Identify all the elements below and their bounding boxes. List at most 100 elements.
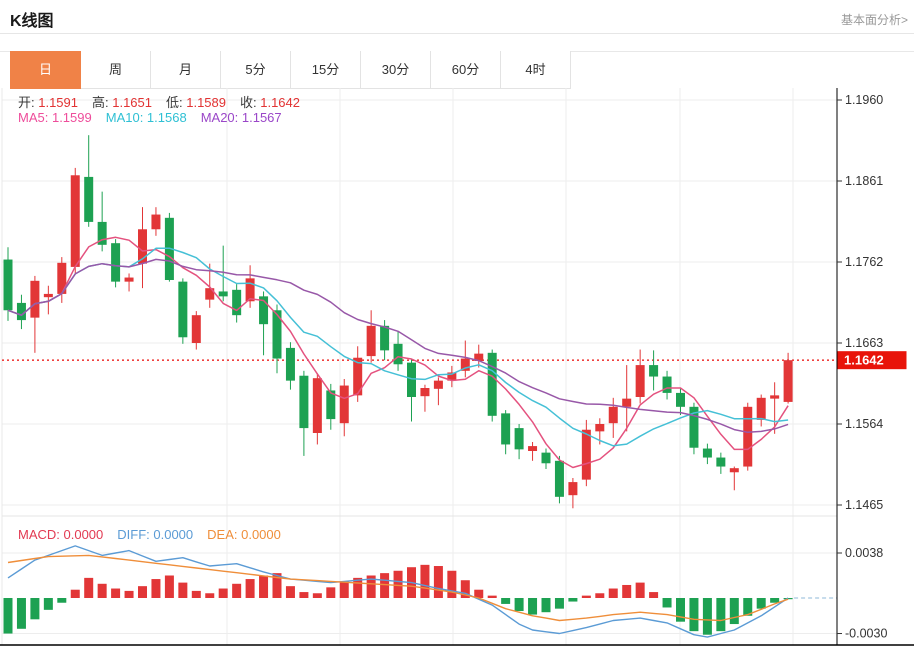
macd-bar: [111, 588, 121, 598]
legend-item: MA5: 1.1599: [18, 110, 92, 125]
macd-bar: [393, 570, 403, 598]
axis-label: 1.1663: [845, 336, 883, 350]
axis-label: -0.0030: [845, 627, 887, 641]
candle-body: [3, 259, 13, 311]
candle-body: [407, 362, 416, 397]
candle-body: [43, 293, 53, 298]
candle-body: [111, 243, 121, 282]
macd-diff-line: [7, 545, 789, 638]
candle-body: [595, 424, 605, 432]
candle-body: [528, 446, 538, 451]
macd-bar: [635, 582, 645, 598]
legend-item: 收: 1.1642: [240, 95, 300, 110]
macd-bar: [339, 581, 349, 598]
macd-bar: [312, 593, 322, 598]
candle-body: [622, 398, 632, 407]
fundamental-analysis-link[interactable]: 基本面分析>: [840, 13, 908, 27]
candle-body: [299, 375, 309, 429]
page-title: K线图: [10, 13, 54, 30]
macd-bar: [501, 598, 511, 604]
candle-body: [16, 302, 26, 321]
candle-body: [326, 390, 336, 420]
candle-body: [245, 278, 255, 302]
macd-bar: [595, 593, 605, 598]
macd-bar: [245, 579, 255, 598]
candle-body: [783, 360, 793, 402]
candle-body: [84, 176, 94, 222]
axis-label: 0.0038: [845, 546, 883, 560]
macd-bar: [662, 598, 672, 608]
macd-bar: [729, 598, 739, 625]
axis-label: 1.1465: [845, 498, 883, 512]
candle-body: [205, 288, 215, 300]
macd-bar: [353, 577, 363, 598]
legend-item: 高: 1.1651: [92, 95, 152, 110]
candle-body: [770, 395, 780, 399]
candle-body: [662, 376, 672, 393]
macd-bar: [151, 579, 161, 598]
tab-interval-5[interactable]: 30分: [361, 51, 431, 89]
candle-body: [541, 452, 551, 464]
ma-legend: MA5: 1.1599 MA10: 1.1568 MA20: 1.1567: [18, 110, 296, 125]
last-price-tag-label: 1.1642: [844, 353, 884, 368]
macd-bar: [433, 566, 443, 598]
macd-bar: [3, 598, 13, 634]
candle-body: [608, 406, 618, 424]
candle-body: [501, 413, 511, 445]
legend-item: 低: 1.1589: [166, 95, 226, 110]
macd-bar: [84, 577, 94, 598]
candle-body: [568, 482, 578, 496]
macd-bar: [770, 598, 780, 603]
macd-bar: [689, 598, 699, 632]
candle-body: [420, 388, 430, 397]
macd-bar: [16, 598, 26, 629]
macd-bar: [124, 590, 134, 598]
axis-label: 1.1861: [845, 174, 883, 188]
macd-bar: [43, 598, 53, 610]
candle-body: [259, 296, 269, 325]
widget-header: K线图 基本面分析>: [0, 0, 914, 34]
legend-item: MA10: 1.1568: [105, 110, 187, 125]
candle-body: [232, 289, 242, 316]
candle-body: [380, 325, 390, 351]
macd-bar: [676, 598, 685, 622]
candle-body: [676, 392, 685, 407]
candle-body: [124, 277, 134, 282]
candle-body: [138, 229, 147, 264]
legend-item: 开: 1.1591: [18, 95, 78, 110]
tab-interval-3[interactable]: 5分: [221, 51, 291, 89]
candle-body: [581, 429, 591, 480]
candle-body: [729, 468, 739, 473]
candle-body: [218, 291, 228, 297]
candle-body: [339, 385, 349, 424]
macd-bar: [259, 575, 269, 598]
tab-interval-7[interactable]: 4时: [501, 51, 571, 89]
candle-body: [447, 372, 457, 381]
tab-interval-0[interactable]: 日: [10, 51, 81, 89]
macd-bar: [743, 598, 753, 616]
macd-bar: [366, 575, 376, 598]
candle-body: [393, 343, 403, 365]
macd-bar: [30, 598, 40, 620]
candle-body: [97, 221, 107, 245]
tab-interval-6[interactable]: 60分: [431, 51, 501, 89]
macd-bar: [191, 590, 201, 598]
candle-body: [151, 214, 161, 230]
macd-bar: [138, 586, 147, 598]
macd-legend: MACD: 0.0000 DIFF: 0.0000 DEA: 0.0000: [18, 527, 295, 542]
macd-bar: [622, 584, 632, 598]
macd-bar: [272, 573, 282, 598]
tab-interval-2[interactable]: 月: [151, 51, 221, 89]
ma20-line: [7, 258, 789, 434]
candle-body: [702, 448, 712, 458]
legend-item: MACD: 0.0000: [18, 527, 104, 542]
tab-interval-1[interactable]: 周: [81, 51, 151, 89]
tab-interval-4[interactable]: 15分: [291, 51, 361, 89]
macd-bar: [380, 573, 390, 598]
legend-item: DEA: 0.0000: [207, 527, 281, 542]
candle-body: [649, 365, 659, 377]
ohlc-legend: 开: 1.1591 高: 1.1651 低: 1.1589 收: 1.1642: [18, 92, 314, 111]
macd-bar: [541, 598, 551, 613]
candle-body: [474, 353, 484, 361]
